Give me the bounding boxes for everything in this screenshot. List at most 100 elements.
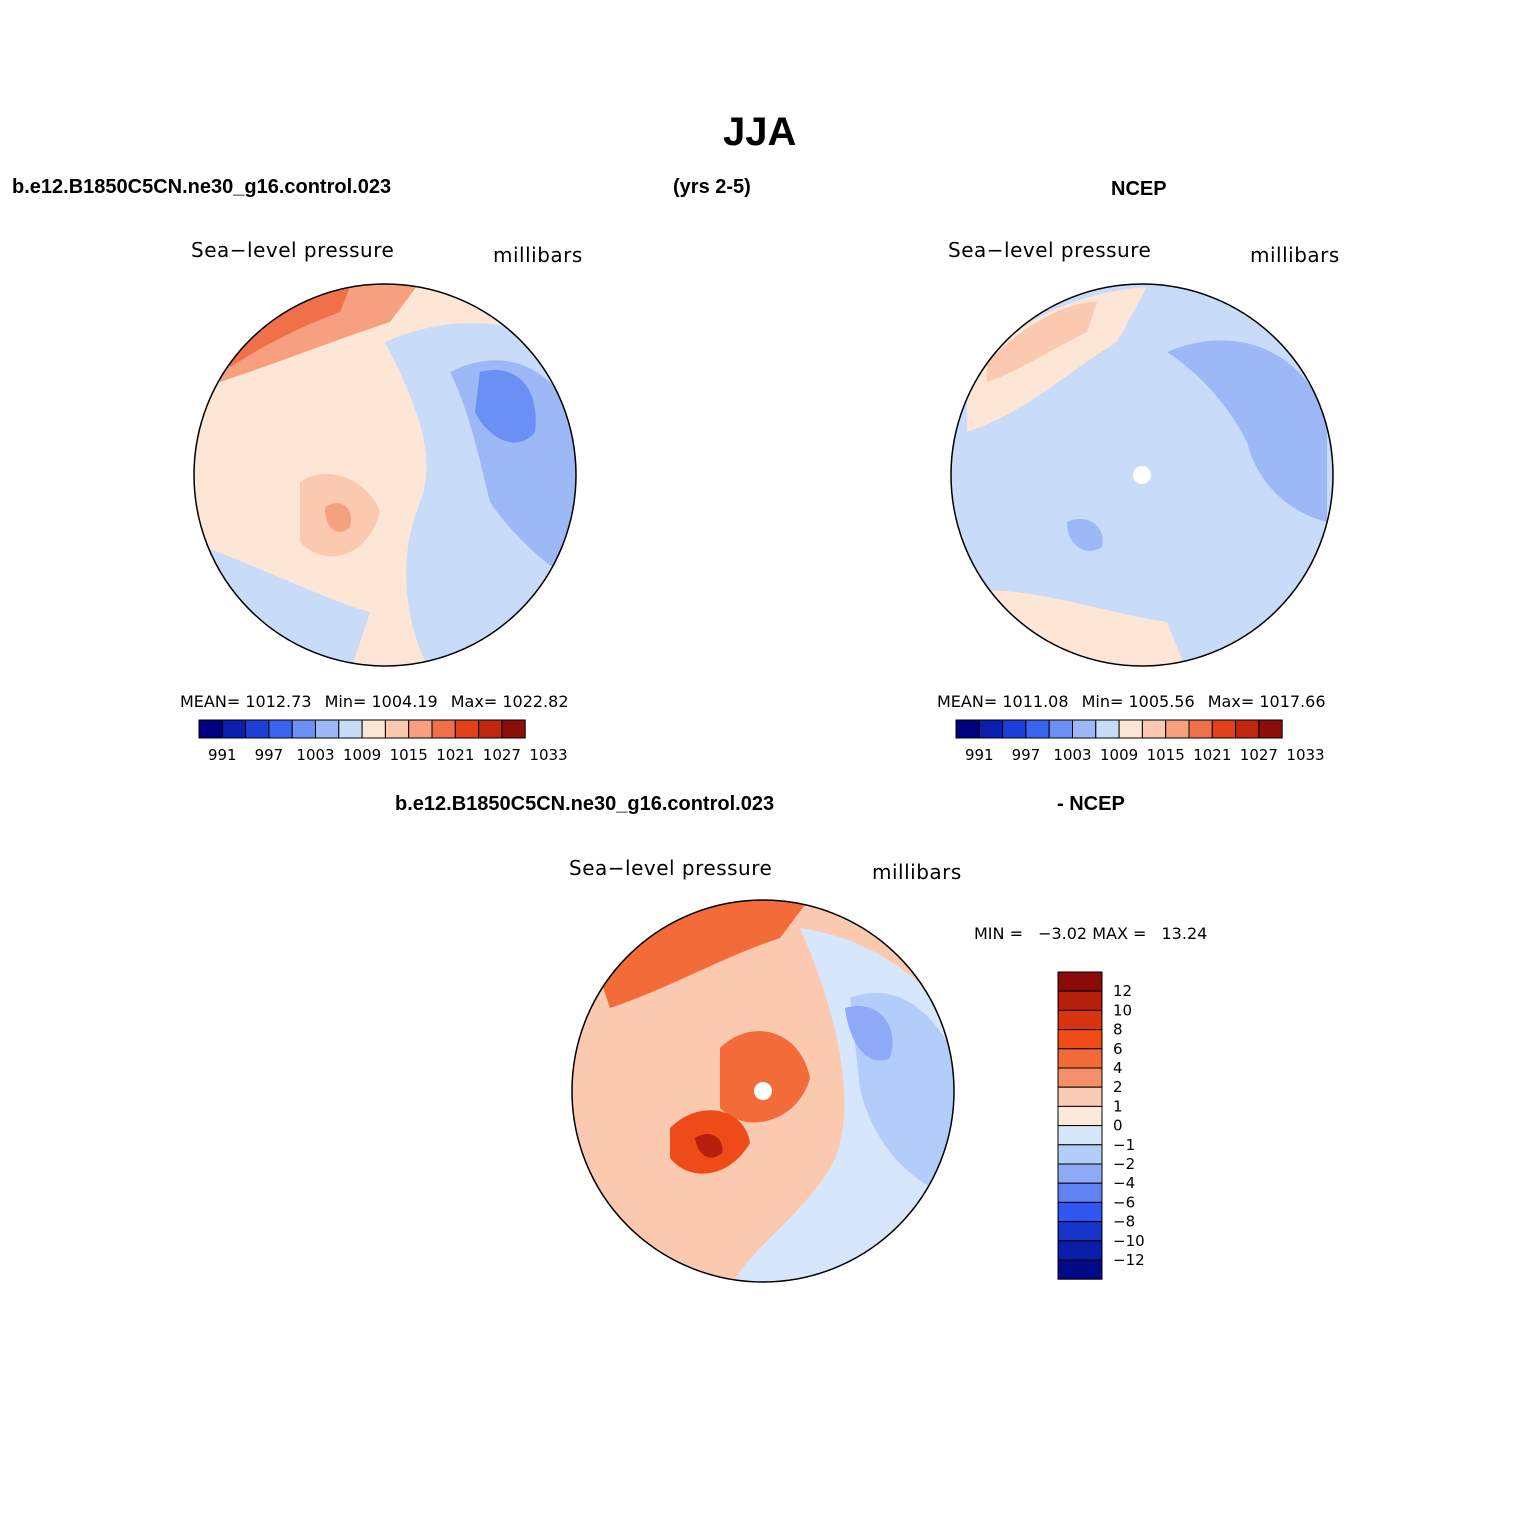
colorbar-tick-label: 1009: [343, 746, 381, 764]
obs-units-title: millibars: [1250, 243, 1340, 267]
colorbar-swatch: [1235, 719, 1260, 739]
colorbar-tick-label: 991: [208, 746, 237, 764]
colorbar-tick-label: 1009: [1100, 746, 1138, 764]
years-label: (yrs 2-5): [673, 176, 751, 198]
diff-variable-title: Sea−level pressure: [569, 856, 773, 880]
obs-variable-title: Sea−level pressure: [948, 238, 1152, 262]
obs-stats: MEAN= 1011.08 Min= 1005.56 Max= 1017.66: [937, 692, 1326, 711]
colorbar-tick-label: −12: [1113, 1251, 1145, 1269]
colorbar-swatch: [1095, 719, 1120, 739]
colorbar-swatch: [1057, 1221, 1103, 1242]
diff-max-value: 13.24: [1161, 924, 1208, 943]
season-title: JJA: [723, 110, 797, 154]
colorbar-swatch: [1057, 1105, 1103, 1127]
colorbar-swatch: [1025, 719, 1050, 739]
colorbar-tick-label: 12: [1113, 982, 1132, 1000]
obs-min-label: Min=: [1081, 692, 1124, 711]
colorbar-swatch: [501, 719, 526, 739]
colorbar-swatch: [1057, 1259, 1103, 1280]
colorbar-tick-label: 1015: [1147, 746, 1185, 764]
colorbar-swatch: [1057, 1009, 1103, 1031]
model-max-value: 1022.82: [502, 692, 569, 711]
colorbar-tick-label: 997: [255, 746, 284, 764]
colorbar-swatch: [1057, 1144, 1103, 1165]
colorbar-tick-label: −10: [1113, 1232, 1145, 1250]
colorbar-swatch: [1048, 719, 1073, 739]
diff-max-label: MAX =: [1092, 924, 1147, 943]
model-mean-label: MEAN=: [180, 692, 241, 711]
model-stats: MEAN= 1012.73 Min= 1004.19 Max= 1022.82: [180, 692, 569, 711]
colorbar-swatch: [1165, 719, 1190, 739]
colorbar-tick-label: 0: [1113, 1117, 1123, 1135]
diff-case-label: b.e12.B1850C5CN.ne30_g16.control.023: [395, 793, 775, 815]
colorbar-swatch: [1118, 719, 1143, 739]
model-variable-title: Sea−level pressure: [191, 238, 395, 262]
colorbar-swatch: [268, 719, 293, 739]
colorbar-swatch: [198, 719, 223, 739]
colorbar-swatch: [1057, 1163, 1103, 1184]
colorbar-swatch: [1072, 719, 1097, 739]
colorbar-tick-label: −8: [1113, 1213, 1135, 1231]
obs-slp-map: [950, 283, 1334, 667]
colorbar-swatch: [1211, 719, 1237, 739]
colorbar-swatch: [978, 719, 1004, 739]
colorbar-swatch: [454, 719, 480, 739]
model-min-label: Min=: [324, 692, 367, 711]
colorbar-swatch: [1002, 719, 1027, 739]
colorbar-swatch: [1141, 719, 1167, 739]
colorbar-swatch: [1057, 1029, 1103, 1050]
colorbar-swatch: [1057, 1067, 1103, 1088]
diff-stats: MIN = −3.02 MAX = 13.24: [974, 924, 1207, 943]
model-units-title: millibars: [493, 243, 583, 267]
colorbar-tick-label: 2: [1113, 1078, 1123, 1096]
colorbar-tick-label: 1027: [1240, 746, 1278, 764]
colorbar-swatch: [384, 719, 410, 739]
colorbar-swatch: [1057, 1048, 1103, 1069]
colorbar-tick-label: −2: [1113, 1155, 1135, 1173]
model-mean-value: 1012.73: [245, 692, 312, 711]
colorbar-swatch: [1188, 719, 1213, 739]
colorbar-tick-label: 1021: [436, 746, 474, 764]
colorbar-tick-label: 1: [1113, 1097, 1123, 1115]
colorbar-tick-label: 1003: [296, 746, 334, 764]
diff-slp-map: [571, 899, 955, 1283]
colorbar-swatch: [338, 719, 363, 739]
colorbar-tick-label: 6: [1113, 1040, 1123, 1058]
colorbar-tick-label: 997: [1012, 746, 1041, 764]
colorbar-swatch: [1057, 990, 1103, 1011]
colorbar-swatch: [291, 719, 316, 739]
colorbar-swatch: [221, 719, 247, 739]
colorbar-tick-label: 10: [1113, 1001, 1132, 1019]
colorbar-swatch: [1057, 1086, 1103, 1107]
colorbar-swatch: [1258, 719, 1283, 739]
colorbar-swatch: [1057, 1240, 1103, 1261]
obs-mean-label: MEAN=: [937, 692, 998, 711]
colorbar-tick-label: 1033: [1286, 746, 1324, 764]
colorbar-swatch: [431, 719, 456, 739]
colorbar-tick-label: −4: [1113, 1174, 1135, 1192]
obs-mean-value: 1011.08: [1002, 692, 1069, 711]
colorbar-swatch: [478, 719, 503, 739]
obs-name-label: NCEP: [1111, 178, 1167, 200]
colorbar-swatch: [1057, 1125, 1103, 1146]
diff-min-label: MIN =: [974, 924, 1023, 943]
colorbar-swatch: [361, 719, 386, 739]
colorbar-tick-label: 8: [1113, 1021, 1123, 1039]
obs-colorbar: 991 997 1003 1009 1015 1021 1027 1033: [955, 719, 1325, 764]
diff-min-value: −3.02: [1038, 924, 1088, 943]
colorbar-tick-label: 1003: [1053, 746, 1091, 764]
model-colorbar: 991 997 1003 1009 1015 1021 1027 1033: [198, 719, 568, 764]
colorbar-swatch: [315, 719, 340, 739]
colorbar-tick-label: 1015: [390, 746, 428, 764]
colorbar-swatch: [1057, 971, 1103, 992]
colorbar-tick-label: 1021: [1193, 746, 1231, 764]
obs-max-label: Max=: [1207, 692, 1255, 711]
colorbar-tick-label: 4: [1113, 1059, 1123, 1077]
diff-obs-label: - NCEP: [1057, 793, 1125, 815]
colorbar-swatch: [245, 719, 270, 739]
model-slp-map: [193, 283, 577, 667]
obs-min-value: 1005.56: [1128, 692, 1195, 711]
colorbar-tick-label: 1033: [529, 746, 567, 764]
case-name-label: b.e12.B1850C5CN.ne30_g16.control.023: [12, 176, 392, 198]
